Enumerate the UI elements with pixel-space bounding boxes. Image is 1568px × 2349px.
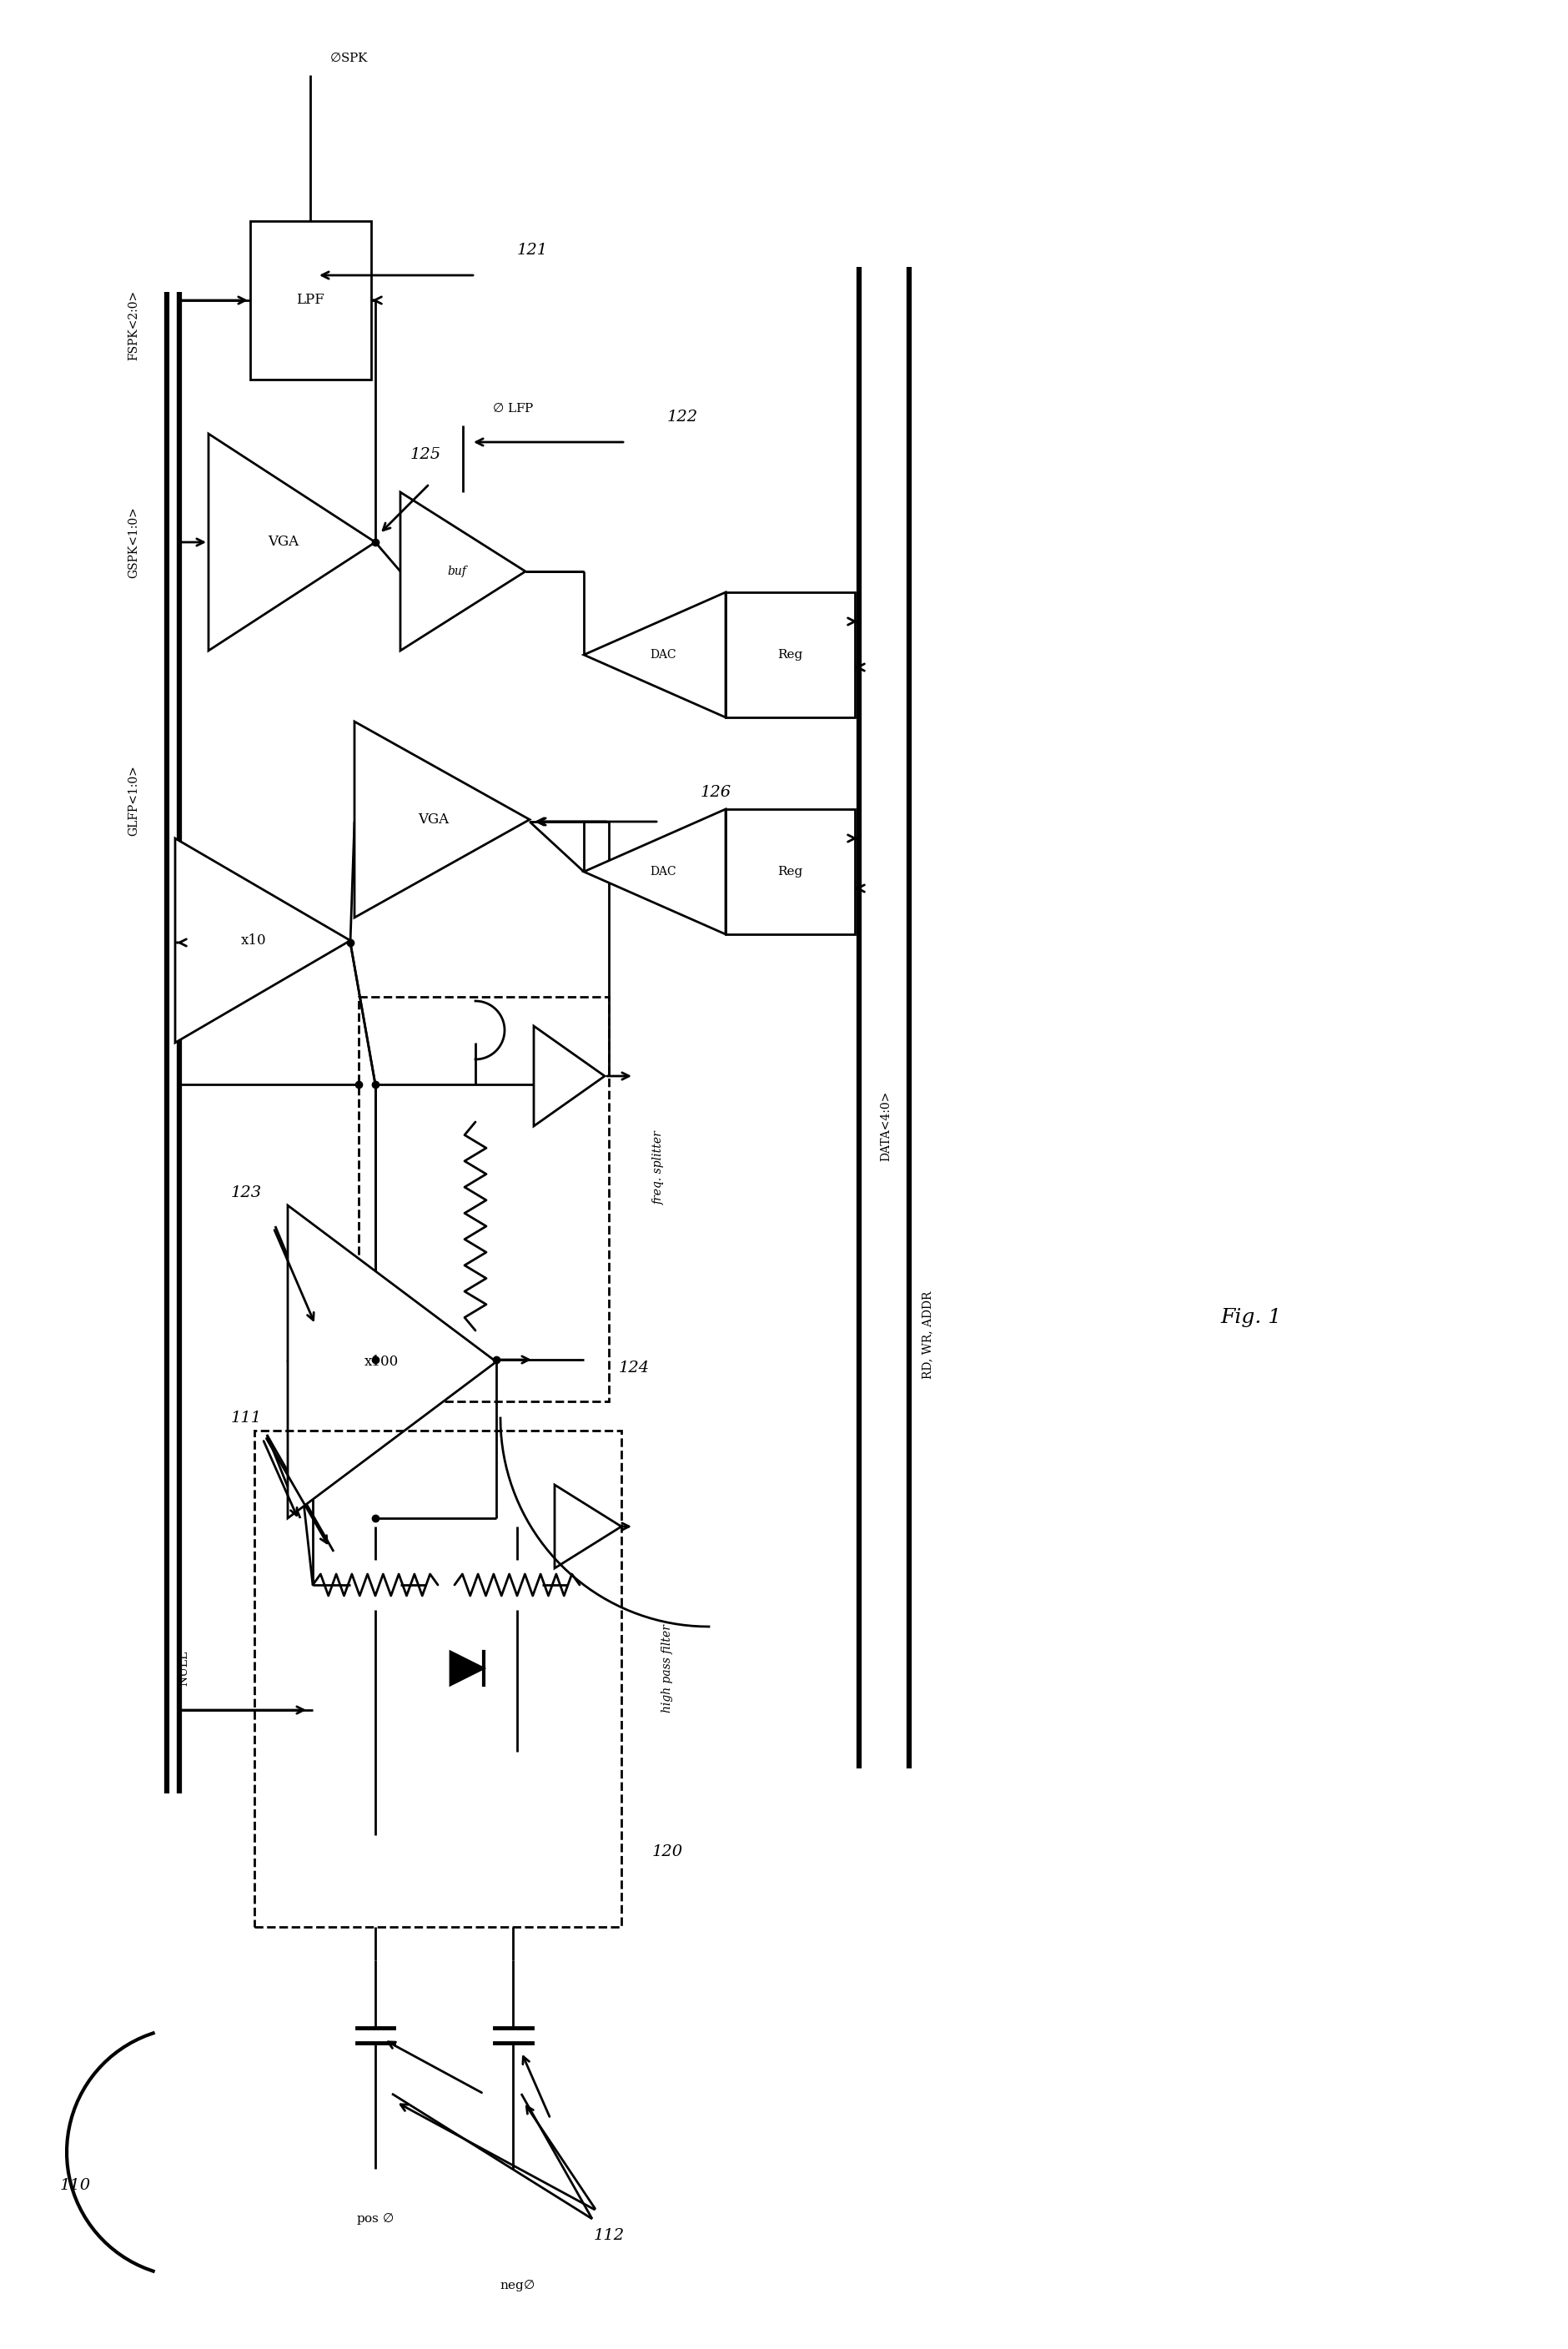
Text: high pass filter: high pass filter [662, 1623, 673, 1712]
Text: FSPK<2:0>: FSPK<2:0> [127, 291, 140, 359]
Text: 126: 126 [701, 785, 731, 801]
Text: 122: 122 [666, 409, 698, 425]
Text: GLFP<1:0>: GLFP<1:0> [127, 766, 140, 836]
Polygon shape [533, 1027, 604, 1125]
Text: Reg: Reg [776, 648, 801, 660]
Text: DATA<4:0>: DATA<4:0> [880, 1090, 891, 1160]
Polygon shape [583, 808, 726, 935]
Text: x10: x10 [241, 933, 267, 947]
Polygon shape [450, 1651, 483, 1684]
Bar [254, 1431, 621, 1926]
Text: $\emptyset$ LFP: $\emptyset$ LFP [492, 402, 535, 416]
Text: Reg: Reg [776, 867, 801, 879]
Text: 121: 121 [517, 242, 547, 258]
Text: buf: buf [447, 566, 466, 578]
Bar [249, 221, 372, 381]
Text: 123: 123 [230, 1186, 262, 1200]
Text: 110: 110 [60, 2178, 91, 2194]
Text: RD, WR, ADDR: RD, WR, ADDR [920, 1290, 933, 1379]
Polygon shape [555, 1485, 621, 1569]
Text: 125: 125 [409, 446, 441, 463]
Text: VGA: VGA [417, 813, 448, 827]
Text: neg$\emptyset$: neg$\emptyset$ [499, 2279, 535, 2293]
Text: VGA: VGA [268, 536, 299, 550]
Text: pos $\emptyset$: pos $\emptyset$ [356, 2210, 394, 2227]
Polygon shape [176, 839, 350, 1043]
Text: 112: 112 [593, 2229, 624, 2243]
Text: 111: 111 [230, 1409, 262, 1426]
Text: freq. splitter: freq. splitter [652, 1130, 665, 1205]
Polygon shape [400, 493, 525, 651]
Text: $\emptyset$SPK: $\emptyset$SPK [329, 52, 368, 66]
Polygon shape [583, 592, 726, 716]
Bar [726, 592, 855, 716]
Polygon shape [287, 1205, 495, 1517]
Polygon shape [209, 435, 375, 651]
Text: Fig. 1: Fig. 1 [1220, 1308, 1281, 1327]
Text: NULL: NULL [177, 1651, 190, 1687]
Text: GSPK<1:0>: GSPK<1:0> [127, 507, 140, 578]
Polygon shape [354, 721, 530, 918]
Text: 124: 124 [618, 1360, 649, 1377]
Bar [726, 808, 855, 935]
Text: x100: x100 [364, 1355, 398, 1369]
Text: DAC: DAC [649, 867, 676, 879]
Text: DAC: DAC [649, 648, 676, 660]
Bar [359, 996, 608, 1402]
Text: 120: 120 [651, 1844, 682, 1860]
Text: LPF: LPF [296, 294, 325, 308]
